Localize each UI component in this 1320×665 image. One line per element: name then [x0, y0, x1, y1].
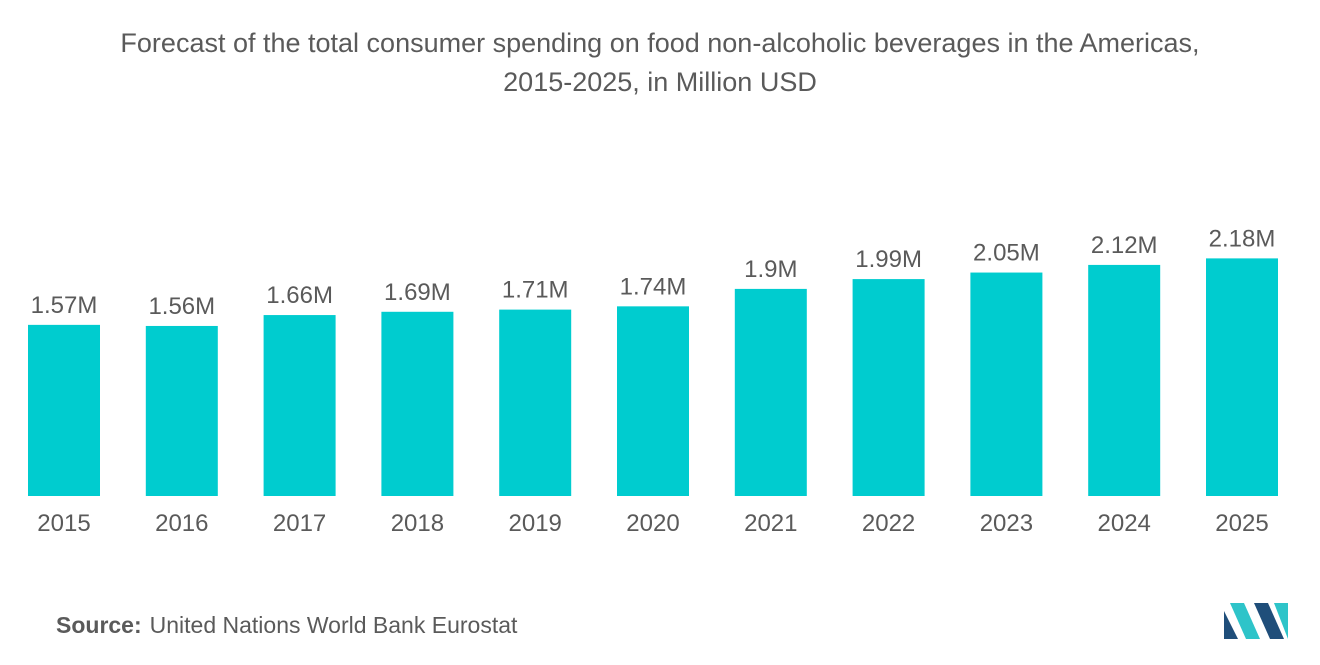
- chart-title-line-2: 2015-2025, in Million USD: [503, 67, 817, 97]
- bar-2022: [852, 279, 925, 496]
- x-tick-label-2019: 2019: [509, 510, 562, 537]
- bar-2017: [263, 315, 336, 496]
- bar-2019: [499, 309, 572, 496]
- x-tick-label-2018: 2018: [391, 510, 444, 537]
- x-tick-label-2016: 2016: [155, 510, 208, 537]
- x-tick-label-2024: 2024: [1098, 510, 1151, 537]
- value-label-2016: 1.56M: [148, 293, 215, 320]
- chart-title: Forecast of the total consumer spending …: [0, 24, 1320, 102]
- x-tick-label-2017: 2017: [273, 510, 326, 537]
- value-label-2019: 1.71M: [502, 277, 569, 304]
- source-note: Source: United Nations World Bank Eurosta…: [56, 612, 517, 639]
- value-label-2018: 1.69M: [384, 279, 451, 306]
- bar-2025: [1206, 258, 1278, 496]
- x-tick-label-2015: 2015: [37, 510, 90, 537]
- x-tick-label-2023: 2023: [980, 510, 1033, 537]
- value-label-2023: 2.05M: [973, 240, 1040, 267]
- value-label-2021: 1.9M: [744, 256, 797, 283]
- value-label-2024: 2.12M: [1091, 232, 1158, 259]
- value-label-2015: 1.57M: [31, 292, 98, 319]
- bar-2018: [381, 311, 454, 496]
- value-label-2017: 1.66M: [266, 282, 333, 309]
- bar-2024: [1088, 264, 1161, 496]
- x-tick-label-2025: 2025: [1215, 510, 1268, 537]
- source-label: Source:: [56, 612, 142, 638]
- bar-2023: [970, 272, 1043, 496]
- bar-2015: [28, 324, 100, 496]
- value-label-2022: 1.99M: [855, 246, 922, 273]
- bar-2016: [145, 325, 218, 496]
- x-tick-label-2022: 2022: [862, 510, 915, 537]
- value-label-2020: 1.74M: [620, 273, 687, 300]
- value-label-2025: 2.18M: [1209, 225, 1276, 252]
- x-tick-label-2021: 2021: [744, 510, 797, 537]
- brand-logo-icon: [1224, 603, 1288, 639]
- source-text: United Nations World Bank Eurostat: [149, 612, 518, 638]
- x-tick-label-2020: 2020: [626, 510, 679, 537]
- bar-2020: [617, 306, 689, 496]
- bar-chart: 1.57M 2015 1.56M 2016 1.66M 2017 1.69M 2018 1.71…: [28, 225, 1278, 537]
- chart-title-line-1: Forecast of the total consumer spending …: [120, 28, 1200, 58]
- bar-2021: [734, 288, 807, 496]
